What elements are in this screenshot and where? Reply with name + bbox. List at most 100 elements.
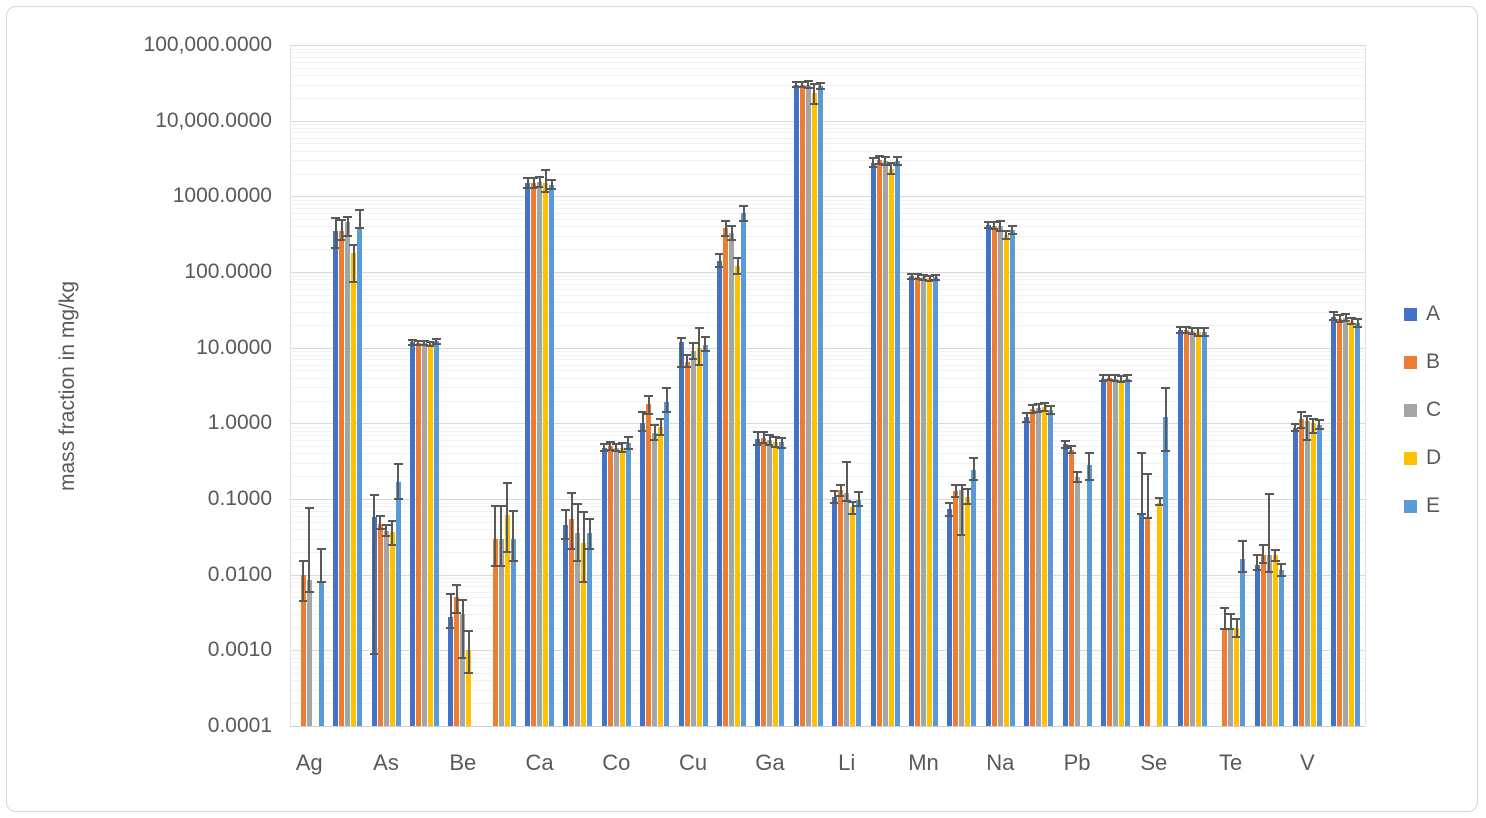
error-bar: [878, 156, 881, 165]
error-bar-cap-bottom: [452, 612, 462, 615]
minor-gridline: [290, 351, 1365, 353]
bar-a: [640, 423, 646, 726]
error-bar: [609, 442, 612, 450]
error-bar: [429, 341, 432, 347]
error-bar: [1197, 328, 1200, 336]
error-bar-cap-top: [1226, 613, 1236, 616]
error-bar-cap-top: [425, 340, 435, 343]
error-bar-cap-bottom: [1104, 379, 1114, 382]
error-bar-cap-bottom: [508, 560, 518, 563]
chart-frame-border: [6, 6, 1478, 812]
error-bar: [1070, 446, 1073, 453]
error-bar: [532, 177, 535, 188]
bar-c: [844, 493, 850, 726]
error-bar-cap-top: [1046, 404, 1056, 407]
bar-c: [1304, 421, 1310, 726]
minor-gridline: [290, 453, 1365, 455]
bar-b: [531, 183, 537, 726]
error-bar-cap-bottom: [331, 246, 341, 249]
error-bar-cap-top: [1290, 423, 1300, 426]
bar-d: [466, 650, 472, 726]
major-gridline: [290, 272, 1365, 273]
error-bar-cap-top: [331, 216, 341, 219]
error-bar-cap-bottom: [1007, 233, 1017, 235]
bar-e: [1316, 425, 1322, 726]
error-bar-cap-top: [662, 387, 672, 390]
minor-gridline: [290, 591, 1365, 593]
bar-d: [1195, 332, 1201, 726]
error-bar: [884, 156, 887, 165]
minor-gridline: [290, 370, 1365, 372]
minor-gridline: [290, 582, 1365, 583]
error-bar-cap-top: [848, 500, 858, 503]
error-bar: [461, 600, 464, 658]
error-bar-cap-top: [1137, 452, 1147, 455]
error-bar-cap-bottom: [771, 445, 781, 448]
error-bar-cap-top: [1335, 314, 1345, 316]
error-bar: [1294, 424, 1297, 431]
minor-gridline: [290, 275, 1365, 277]
error-bar-cap-top: [739, 205, 748, 208]
error-bar: [1043, 402, 1046, 412]
bar-c: [921, 277, 926, 726]
bar-d: [351, 252, 357, 726]
minor-gridline: [290, 657, 1365, 659]
error-bar-cap-bottom: [753, 443, 763, 446]
error-bar: [302, 561, 305, 601]
bar-e: [1048, 410, 1054, 726]
error-bar-cap-top: [381, 523, 391, 526]
error-bar-cap-top: [605, 441, 615, 444]
error-bar: [449, 594, 452, 628]
x-tick-label: Co: [602, 750, 631, 775]
error-bar-cap-bottom: [1296, 427, 1306, 430]
bar-e: [933, 277, 938, 726]
error-bar-cap-bottom: [1187, 333, 1197, 336]
error-bar-cap-top: [874, 155, 884, 158]
error-bar-cap-bottom: [907, 277, 916, 280]
legend-item-c: C: [1404, 398, 1441, 422]
minor-gridline: [290, 435, 1365, 437]
error-bar: [916, 274, 919, 280]
bar-d: [1310, 423, 1316, 726]
error-bar: [730, 226, 733, 240]
legend-label-e: E: [1426, 494, 1441, 517]
error-bar: [391, 520, 393, 545]
error-bar: [813, 83, 816, 105]
minor-gridline: [290, 502, 1365, 504]
error-bar-cap-bottom: [913, 278, 922, 281]
error-bar: [334, 217, 337, 248]
bar-d: [427, 343, 433, 726]
error-bar: [1102, 375, 1105, 382]
error-bar-cap-bottom: [727, 239, 736, 241]
error-bar-cap-bottom: [1199, 334, 1209, 337]
bar-e: [433, 341, 439, 726]
error-bar: [1274, 550, 1276, 562]
bar-e: [1355, 323, 1361, 726]
error-bar: [373, 495, 375, 654]
error-bar-cap-bottom: [349, 280, 359, 283]
bar-a: [563, 524, 569, 726]
x-tick-label: Ag: [295, 750, 323, 775]
error-bar: [851, 501, 854, 515]
error-bar: [352, 244, 355, 282]
error-bar: [742, 206, 745, 221]
minor-gridline: [290, 604, 1365, 606]
error-bar-cap-bottom: [815, 88, 825, 91]
minor-gridline: [290, 52, 1365, 54]
error-bar-cap-bottom: [919, 278, 928, 281]
error-bar: [928, 275, 931, 281]
error-bar: [1037, 404, 1040, 412]
error-bar: [1203, 328, 1206, 336]
error-bar-cap-bottom: [836, 494, 846, 497]
error-bar: [1241, 540, 1244, 572]
bar-d: [927, 278, 932, 726]
error-bar-cap-bottom: [407, 343, 417, 346]
error-bar-cap-bottom: [611, 450, 621, 453]
error-bar-cap-bottom: [1175, 332, 1185, 335]
error-bar-cap-bottom: [688, 358, 698, 361]
error-bar-cap-top: [957, 483, 967, 486]
error-bar: [1306, 416, 1309, 440]
bar-d: [1349, 321, 1355, 726]
minor-gridline: [290, 586, 1365, 588]
minor-gridline: [290, 132, 1365, 134]
